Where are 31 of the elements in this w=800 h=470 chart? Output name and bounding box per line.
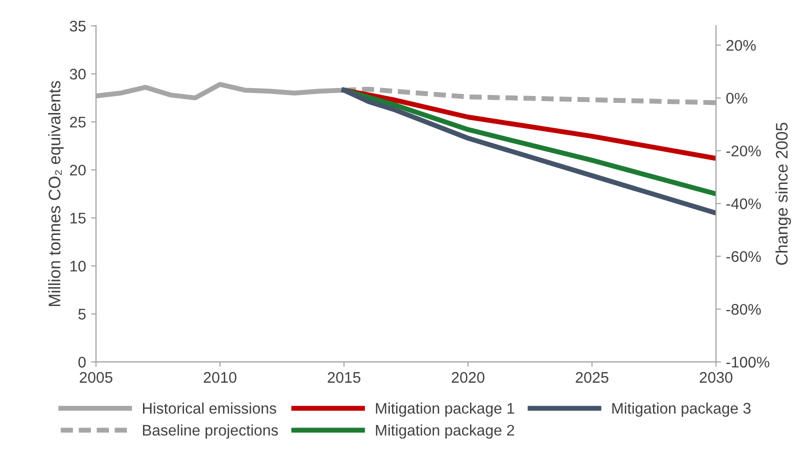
x-tick-label: 2030 xyxy=(700,372,732,383)
y2-tick-label: -80% xyxy=(726,304,761,315)
y-tick-label: 15 xyxy=(70,212,86,224)
y2-tick-label: -100% xyxy=(726,356,770,368)
y-tick-label: 20 xyxy=(70,164,86,176)
y2-axis-title: Change since 2005 xyxy=(775,122,791,265)
x-tick-label: 2010 xyxy=(204,372,236,383)
legend-label: Historical emissions xyxy=(143,402,276,414)
y2-tick-label: -20% xyxy=(726,146,761,156)
y2-tick-label: 20% xyxy=(726,40,756,51)
line-series xyxy=(342,88,716,216)
y-tick-label: 25 xyxy=(70,116,86,128)
x-tick-label: 2015 xyxy=(328,372,360,383)
y2-tick-label: 0% xyxy=(726,92,748,104)
x-tick-label: 2020 xyxy=(452,372,484,383)
y2-tick-label: -60% xyxy=(726,251,761,262)
line-series xyxy=(342,88,716,196)
legend-label: Mitigation package 2 xyxy=(376,424,514,439)
y-tick-label: 30 xyxy=(70,68,86,80)
x-tick-label: 2025 xyxy=(576,372,608,383)
legend-label: Mitigation package 3 xyxy=(612,402,751,417)
y-axis-title: Million tonnes CO₂ equivalents xyxy=(48,80,64,306)
line-series xyxy=(342,88,716,161)
y-tick-label: 35 xyxy=(70,20,86,32)
y-tick-label: 0 xyxy=(78,356,86,368)
y2-tick-label: -40% xyxy=(726,198,761,210)
x-tick-label: 2005 xyxy=(80,372,112,383)
y-tick-label: 10 xyxy=(70,260,86,272)
legend-label: Mitigation package 1 xyxy=(376,402,514,417)
legend-label: Baseline projections xyxy=(143,424,278,439)
y-tick-label: 5 xyxy=(78,308,86,320)
